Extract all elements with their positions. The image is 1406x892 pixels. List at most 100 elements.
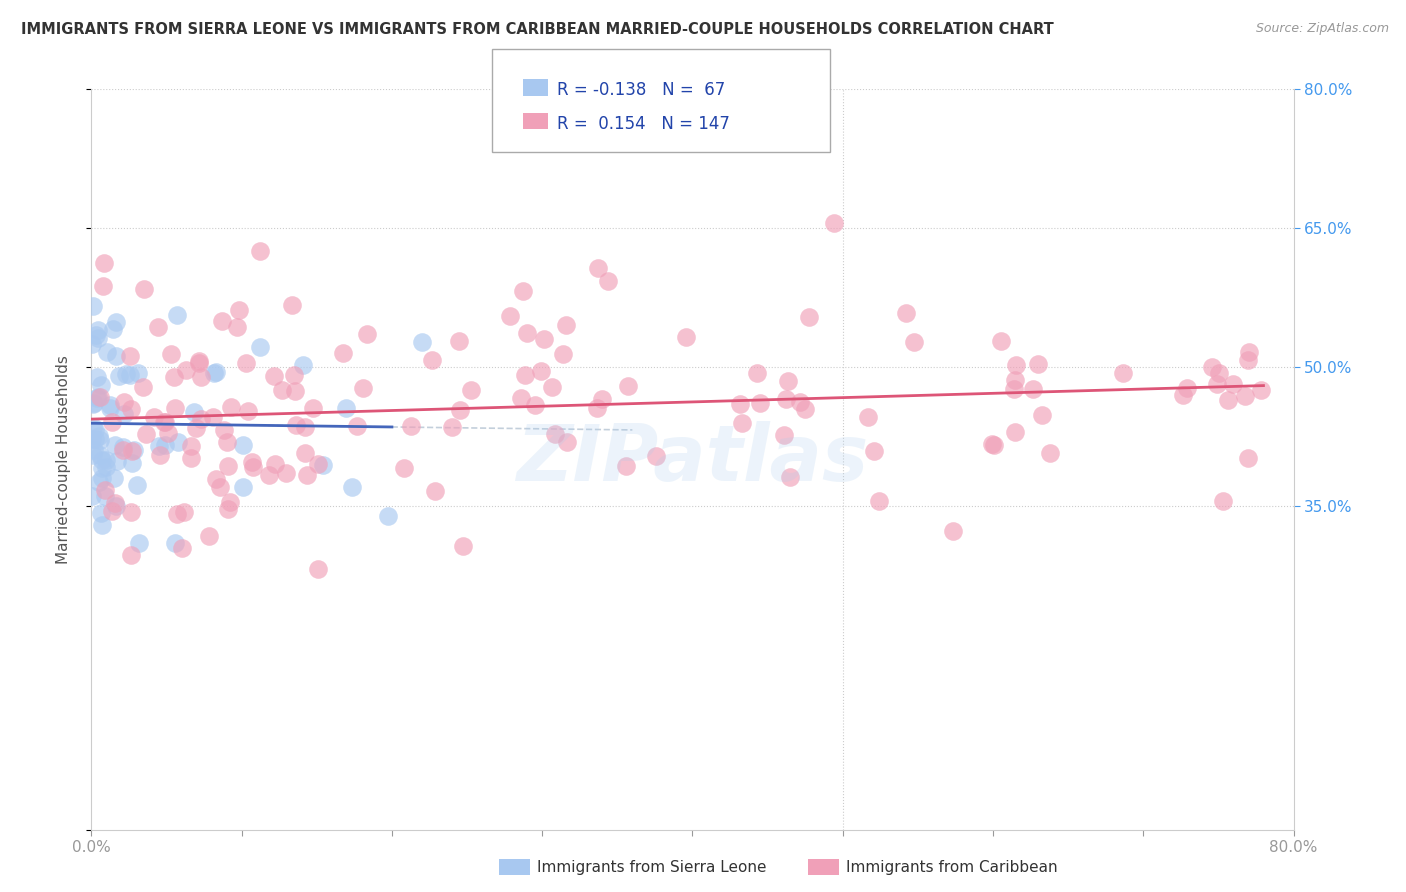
Point [165, 401, 187, 415]
Point [183, 405, 205, 419]
Point [399, 419, 422, 434]
Point [121, 443, 143, 458]
Point [775, 392, 797, 407]
Point [105, 349, 128, 363]
Point [554, 318, 576, 332]
Point [797, 310, 820, 324]
Point [205, 365, 228, 379]
Point [302, 401, 325, 416]
Point [238, 403, 260, 417]
Point [221, 401, 243, 415]
Point [1250, 384, 1272, 398]
Point [180, 451, 202, 466]
Point [894, 305, 917, 319]
Point [983, 438, 1005, 452]
Point [377, 508, 399, 523]
Point [143, 410, 166, 425]
Point [89, 391, 111, 405]
Text: Immigrants from Caribbean: Immigrants from Caribbean [846, 860, 1059, 874]
Point [1212, 493, 1234, 508]
Point [513, 368, 536, 383]
Point [789, 395, 811, 409]
Point [1026, 357, 1049, 371]
Point [748, 396, 770, 410]
Point [197, 529, 219, 543]
Point [235, 355, 257, 369]
Point [90, 471, 112, 485]
Point [112, 407, 135, 421]
Text: IMMIGRANTS FROM SIERRA LEONE VS IMMIGRANTS FROM CARIBBEAN MARRIED-COUPLE HOUSEHO: IMMIGRANTS FROM SIERRA LEONE VS IMMIGRAN… [21, 22, 1054, 37]
Point [332, 346, 354, 360]
Point [115, 367, 138, 381]
Point [728, 397, 751, 411]
Point [510, 391, 533, 405]
Point [166, 308, 188, 322]
Point [212, 423, 235, 437]
Point [307, 562, 329, 576]
Point [1208, 366, 1230, 380]
Point [271, 383, 294, 397]
Point [82, 448, 104, 462]
Point [1216, 393, 1239, 408]
Point [1004, 373, 1026, 387]
Point [91, 453, 114, 467]
Point [449, 403, 471, 417]
Point [1171, 387, 1194, 401]
Point [616, 379, 638, 393]
Text: Source: ZipAtlas.com: Source: ZipAtlas.com [1256, 22, 1389, 36]
Point [90, 377, 112, 392]
Point [512, 284, 534, 298]
Point [86, 369, 108, 384]
Point [1201, 359, 1223, 374]
Point [1175, 381, 1198, 395]
Point [93, 483, 115, 497]
Point [263, 369, 285, 384]
Point [135, 426, 157, 441]
Point [174, 363, 197, 377]
Point [166, 507, 188, 521]
Point [340, 480, 363, 494]
Point [1111, 366, 1133, 380]
Point [586, 261, 609, 276]
Point [1031, 408, 1053, 422]
Point [82, 489, 104, 503]
Point [1039, 446, 1062, 460]
Point [105, 454, 128, 468]
Point [93, 256, 115, 270]
Point [533, 332, 555, 346]
Point [294, 420, 316, 434]
Point [82, 336, 104, 351]
Point [460, 383, 482, 397]
Point [180, 439, 202, 453]
Point [264, 457, 287, 471]
Point [863, 443, 886, 458]
Point [249, 244, 271, 259]
Point [160, 347, 183, 361]
Point [779, 470, 801, 484]
Point [103, 471, 125, 485]
Point [591, 392, 613, 407]
Point [1021, 382, 1043, 396]
Point [544, 426, 567, 441]
Point [82, 420, 104, 434]
Point [257, 468, 280, 483]
Point [392, 461, 415, 475]
Point [1222, 376, 1244, 391]
Point [86, 327, 108, 342]
Point [105, 500, 128, 514]
Point [823, 215, 845, 229]
Point [1004, 382, 1026, 396]
Point [425, 484, 447, 499]
Point [87, 390, 110, 404]
Point [91, 517, 114, 532]
Point [285, 418, 308, 433]
Point [422, 353, 444, 368]
Point [1236, 353, 1258, 368]
Point [105, 315, 128, 329]
Text: R = -0.138   N =  67: R = -0.138 N = 67 [557, 81, 725, 99]
Point [981, 437, 1004, 451]
Point [232, 437, 254, 451]
Point [127, 366, 149, 380]
Point [1237, 345, 1260, 359]
Point [157, 425, 180, 440]
